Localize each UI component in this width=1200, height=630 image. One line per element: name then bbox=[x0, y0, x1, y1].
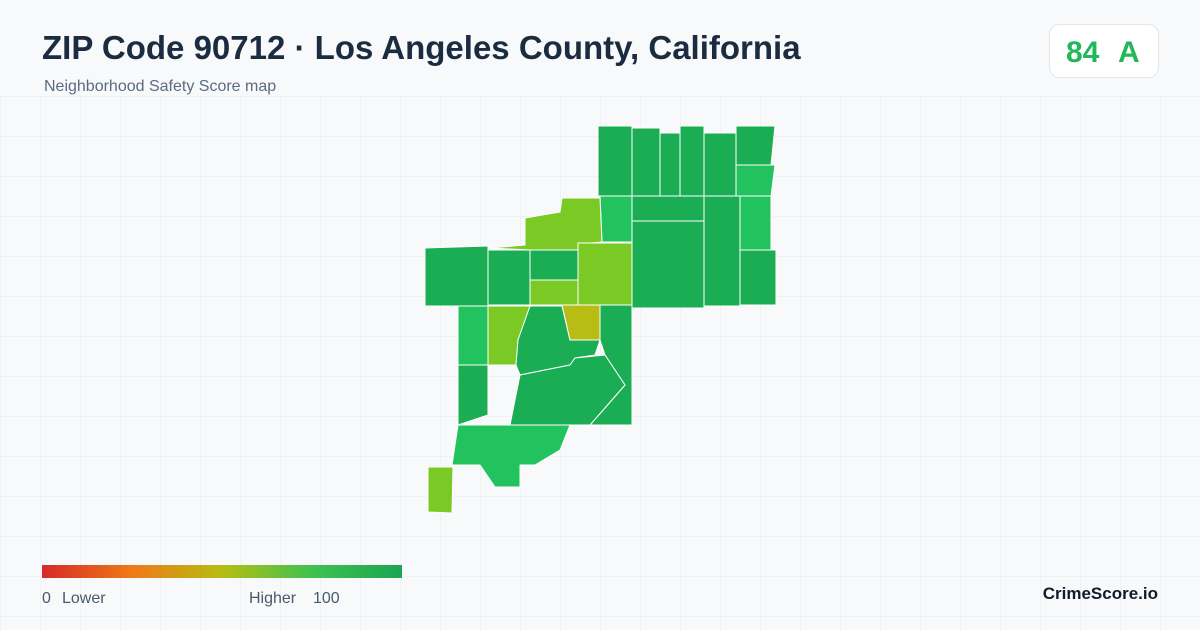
map bbox=[424, 125, 777, 514]
region bbox=[631, 127, 661, 197]
region bbox=[529, 249, 579, 281]
region bbox=[529, 279, 579, 306]
region bbox=[631, 220, 705, 309]
region bbox=[457, 364, 489, 426]
legend-scale bbox=[42, 565, 402, 578]
region bbox=[739, 249, 777, 306]
region bbox=[703, 195, 741, 307]
region bbox=[679, 125, 705, 197]
region bbox=[631, 195, 705, 222]
region bbox=[597, 125, 633, 197]
legend-max-label: Higher bbox=[249, 590, 297, 607]
region bbox=[599, 195, 633, 243]
score-value: 84 bbox=[1066, 36, 1100, 69]
region bbox=[577, 242, 633, 306]
region bbox=[703, 132, 737, 197]
region bbox=[457, 305, 489, 366]
region bbox=[451, 424, 571, 488]
legend-max: 100 bbox=[313, 590, 340, 607]
region bbox=[735, 125, 776, 166]
subtitle: Neighborhood Safety Score map bbox=[44, 78, 276, 95]
legend-min: 0 bbox=[42, 590, 51, 607]
region bbox=[487, 249, 531, 306]
region bbox=[739, 195, 772, 251]
title: ZIP Code 90712 · Los Angeles County, Cal… bbox=[42, 29, 801, 66]
score-badge bbox=[1049, 24, 1159, 78]
region bbox=[659, 132, 681, 197]
region bbox=[427, 466, 454, 514]
legend-min-label: Lower bbox=[62, 590, 106, 607]
region bbox=[424, 245, 489, 307]
region bbox=[735, 164, 776, 197]
score-grade: A bbox=[1118, 36, 1140, 69]
brand: CrimeScore.io bbox=[1043, 584, 1158, 603]
